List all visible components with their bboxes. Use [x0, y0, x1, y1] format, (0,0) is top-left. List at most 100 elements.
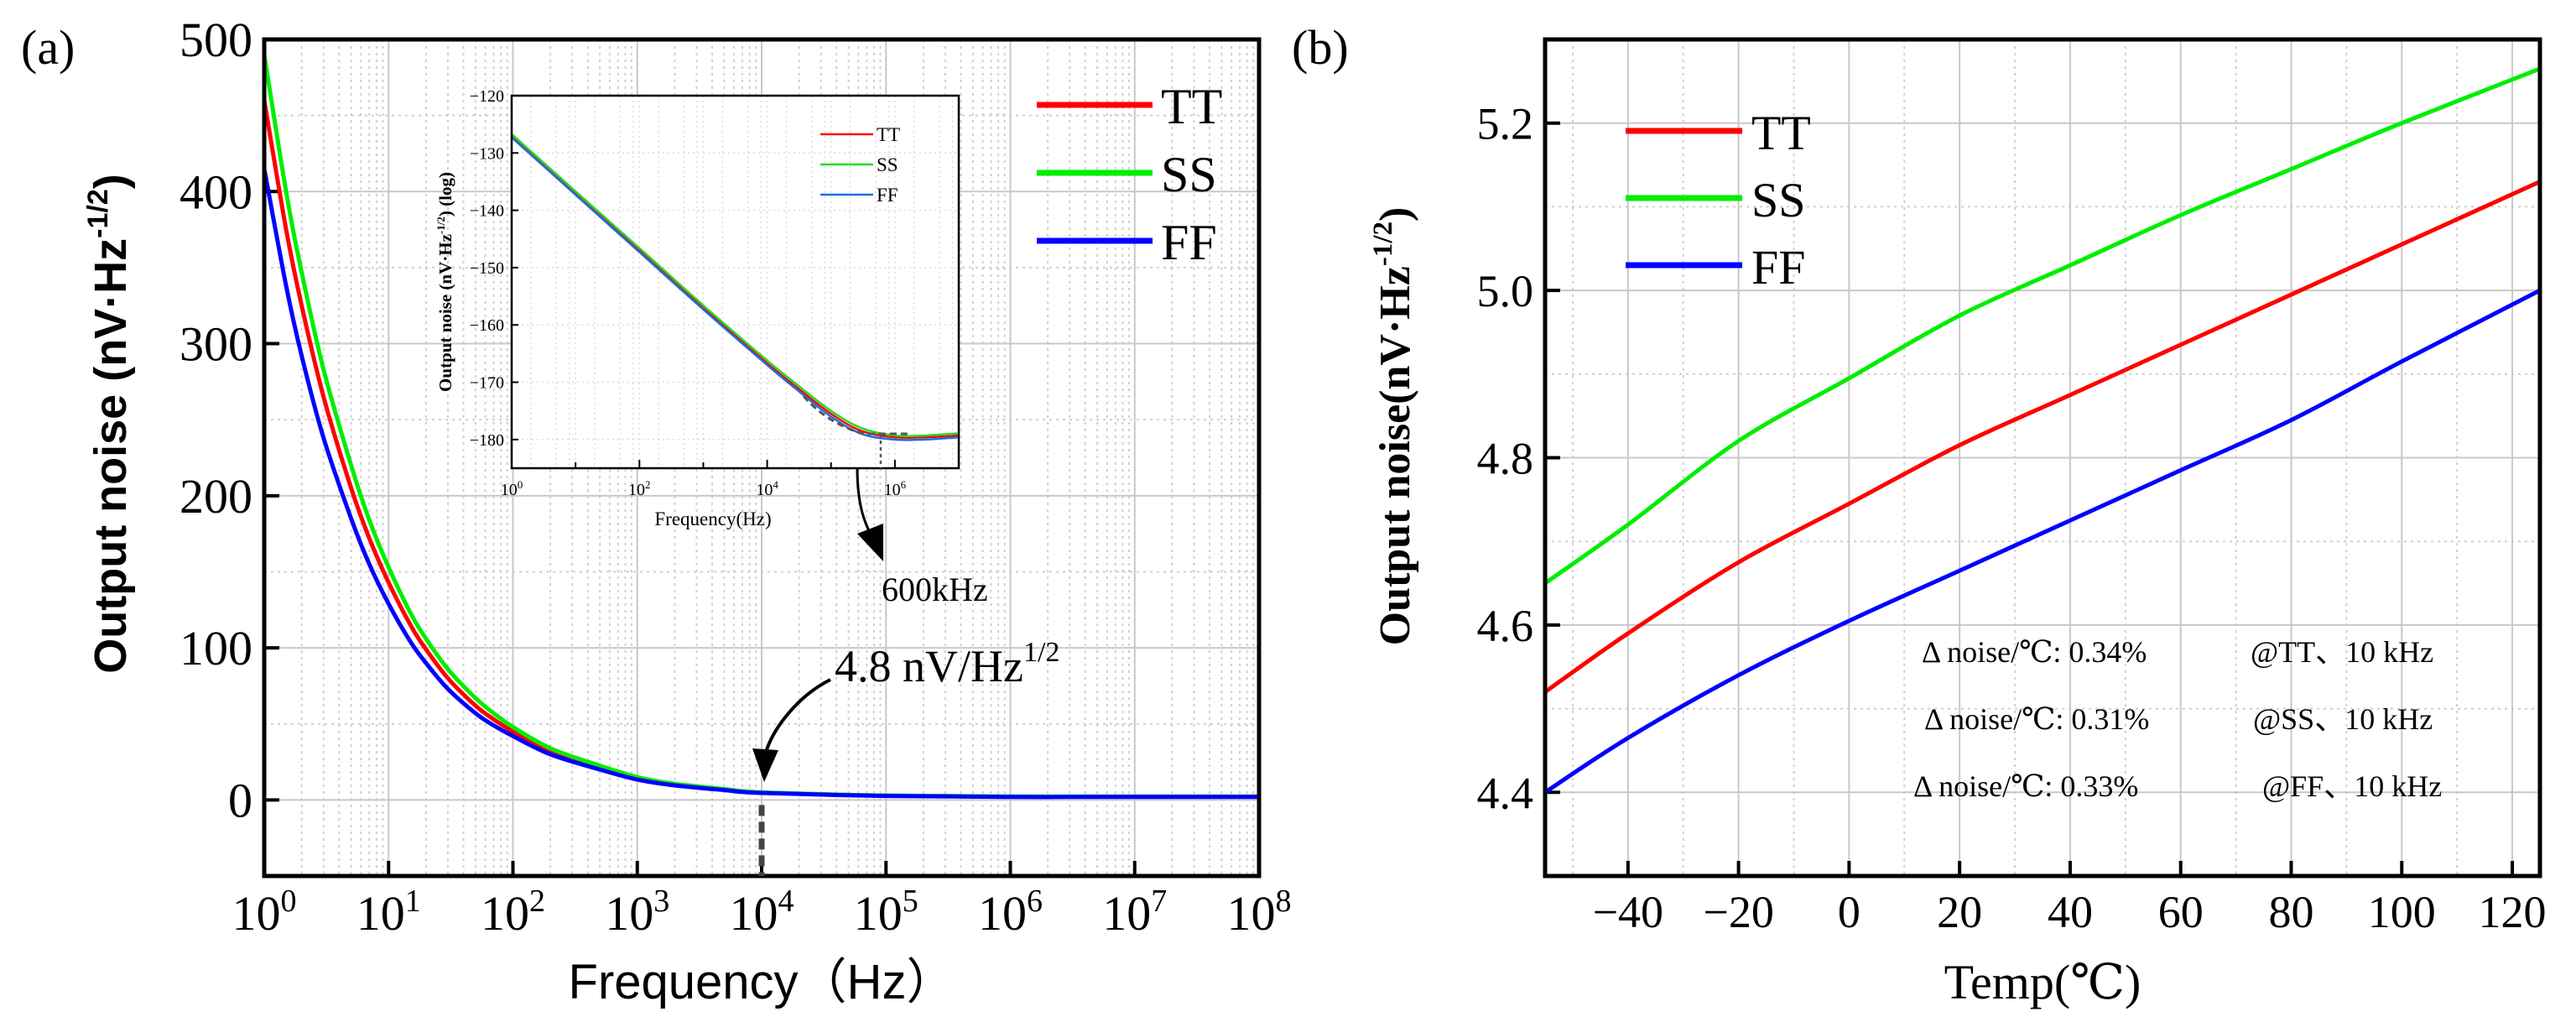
- tick-exponent: 7: [1151, 884, 1167, 919]
- label-sup: -1/2: [1368, 222, 1398, 266]
- x-tick-label: 100: [2368, 887, 2436, 937]
- x-tick-label: −20: [1703, 887, 1773, 937]
- inset-series-line-tt: [512, 134, 959, 440]
- inset-y-axis-label: Output noise (nV·Hz-1/2) (log): [435, 172, 455, 392]
- arrow-head-icon: [752, 748, 778, 782]
- annotation-sup: 1/2: [1023, 637, 1059, 668]
- label-end: ): [86, 174, 136, 189]
- inset-x-tick-label: 106: [884, 478, 907, 499]
- tick-exponent: 4: [778, 884, 794, 919]
- inset-legend-label-ff: FF: [877, 185, 898, 206]
- y-tick-label: 4.4: [1477, 768, 1534, 818]
- x-tick-label: 100: [232, 884, 297, 941]
- x-tick-label: 120: [2479, 887, 2547, 937]
- tick-exponent: 4: [773, 478, 778, 491]
- x-tick-label: 103: [605, 884, 669, 941]
- tick-exponent: 0: [518, 478, 523, 491]
- stat-label: Δ noise/℃: 0.34%: [1922, 635, 2147, 669]
- tick-base: 10: [1227, 886, 1276, 941]
- tick-exponent: 1: [405, 884, 421, 919]
- y-axis-label-b: Output noise(nV·Hz-1/2): [1368, 207, 1419, 646]
- tick-base: 10: [854, 886, 903, 941]
- series-line-ff: [1545, 288, 2540, 795]
- y-tick-label: 5.0: [1477, 266, 1534, 316]
- y-tick-label: 5.2: [1477, 99, 1534, 149]
- x-tick-label: 108: [1227, 884, 1292, 941]
- tick-base: 10: [501, 481, 518, 499]
- inset-x-axis-label: Frequency(Hz): [654, 508, 771, 529]
- inset-y-tick-label: −130: [470, 144, 504, 163]
- series-group-a: [264, 54, 1259, 800]
- inset-y-tick-label: −150: [470, 259, 504, 278]
- inset-series-line-ss: [512, 133, 959, 438]
- tick-exponent: 2: [529, 884, 545, 919]
- label-end: ) (log): [435, 172, 455, 216]
- annotation-noise-value: 4.8 nV/Hz1/2: [835, 637, 1059, 691]
- tick-exponent: 6: [901, 478, 907, 491]
- label-main: Output noise (nV·Hz: [435, 234, 455, 392]
- y-tick-label: 300: [180, 317, 252, 372]
- x-tick-label: 104: [730, 884, 794, 941]
- x-tick-label: 80: [2269, 887, 2314, 937]
- tick-exponent: 2: [645, 478, 651, 491]
- label-main: Output noise(nV·Hz: [1371, 266, 1419, 645]
- tick-exponent: 6: [1027, 884, 1043, 919]
- y-axis-label-a: Output noise (nV·Hz-1/2): [82, 174, 136, 674]
- inset-x-tick-label: 104: [756, 478, 778, 499]
- arrow-head-icon: [857, 524, 883, 561]
- y-tick-label: 4.8: [1477, 434, 1534, 484]
- inset-legend-label-tt: TT: [877, 124, 900, 145]
- stat-label: Δ noise/℃: 0.33%: [1913, 769, 2138, 803]
- y-tick-label: 0: [228, 773, 252, 827]
- tick-base: 10: [730, 886, 778, 941]
- legend-label-ff: FF: [1161, 215, 1217, 270]
- inset-x-tick-label: 102: [628, 478, 651, 499]
- inset-dashed-marker: [802, 395, 910, 435]
- x-tick-label: 102: [481, 884, 545, 941]
- tick-base: 10: [978, 886, 1027, 941]
- panel-label-a: (a): [21, 20, 75, 75]
- tick-base: 10: [884, 481, 901, 499]
- tick-base: 10: [756, 481, 773, 499]
- inset-series-group: [512, 133, 959, 441]
- x-axis-label-a: Frequency（Hz）: [569, 955, 955, 1009]
- inset-y-tick-label: −180: [470, 431, 504, 450]
- plot-frame-b: [1543, 37, 2542, 879]
- series-line-ff: [264, 168, 1259, 800]
- inset-y-tick-label: −170: [470, 374, 504, 393]
- inset-x-tick-label: 100: [501, 478, 523, 499]
- tick-base: 10: [356, 886, 405, 941]
- y-tick-label: 400: [180, 164, 252, 219]
- annotation-main: 4.8 nV/Hz: [835, 641, 1023, 691]
- tick-exponent: 3: [653, 884, 669, 919]
- panel-label-b: (b): [1292, 20, 1349, 75]
- annotation-arrow: [763, 678, 831, 756]
- stat-condition: @TT、10 kHz: [2251, 635, 2433, 669]
- label-sup: -1/2: [435, 216, 447, 234]
- x-tick-label: −40: [1593, 887, 1663, 937]
- inset-y-tick-label: −140: [470, 202, 504, 221]
- label-end: ): [1371, 207, 1419, 222]
- x-tick-label: 105: [854, 884, 919, 941]
- x-tick-label: 101: [356, 884, 421, 941]
- tick-base: 10: [1102, 886, 1151, 941]
- legend-label-ss: SS: [1751, 173, 1806, 227]
- tick-exponent: 8: [1276, 884, 1292, 919]
- y-tick-label: 200: [180, 469, 252, 524]
- label-main: Output noise (nV·Hz: [86, 238, 136, 674]
- x-tick-label: 60: [2158, 887, 2204, 937]
- x-tick-label: 20: [1937, 887, 1982, 937]
- tick-base: 10: [481, 886, 529, 941]
- y-tick-label: 100: [180, 621, 252, 675]
- inset-frame: [510, 94, 960, 470]
- x-axis-label-b: Temp(℃): [1944, 955, 2141, 1009]
- inset-background: [512, 96, 959, 468]
- stat-label: Δ noise/℃: 0.31%: [1924, 702, 2149, 736]
- x-tick-label: 40: [2048, 887, 2093, 937]
- stat-condition: @SS、10 kHz: [2253, 702, 2433, 736]
- stat-condition: @FF、10 kHz: [2262, 769, 2442, 803]
- tick-base: 10: [232, 886, 281, 941]
- legend-label-ff: FF: [1751, 240, 1806, 295]
- legend-label-ss: SS: [1161, 147, 1217, 202]
